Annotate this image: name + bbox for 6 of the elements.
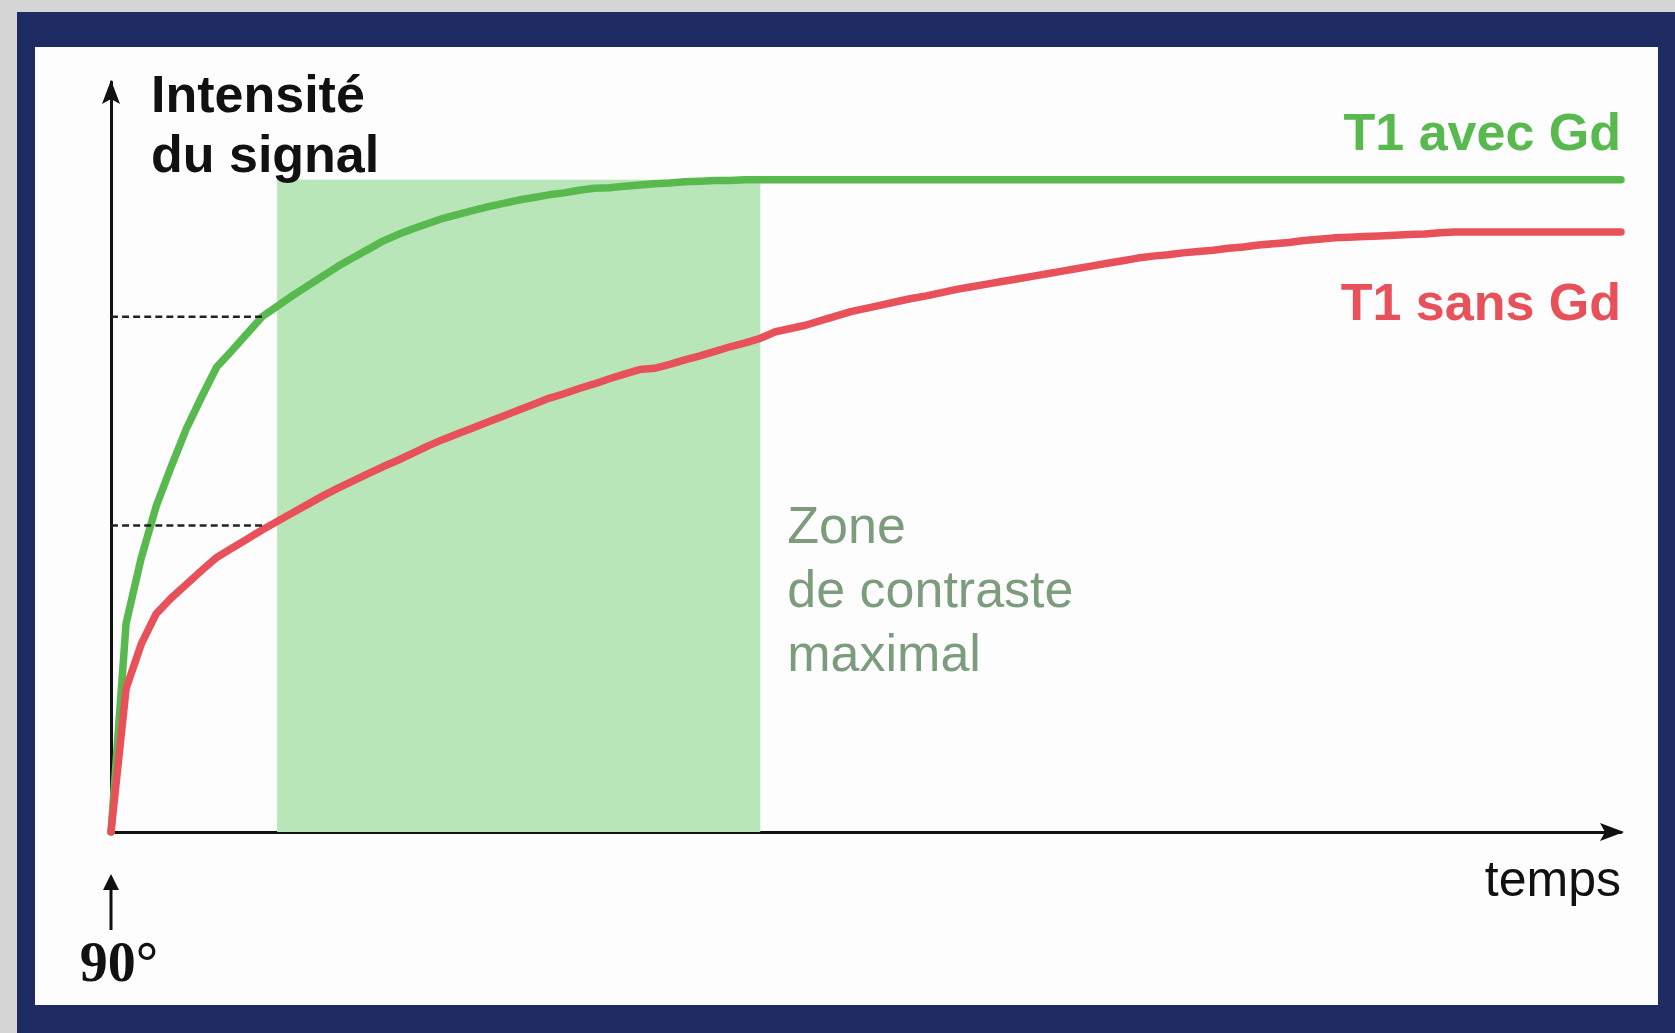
series-label: T1 sans Gd bbox=[1340, 273, 1621, 331]
series-label: T1 avec Gd bbox=[1343, 102, 1621, 161]
series-label: Zone de contraste maximal bbox=[787, 495, 1074, 682]
text: 90° bbox=[79, 931, 159, 993]
x-axis-title: temps bbox=[1484, 851, 1621, 907]
y-axis-title: Intensité du signal bbox=[151, 65, 380, 183]
